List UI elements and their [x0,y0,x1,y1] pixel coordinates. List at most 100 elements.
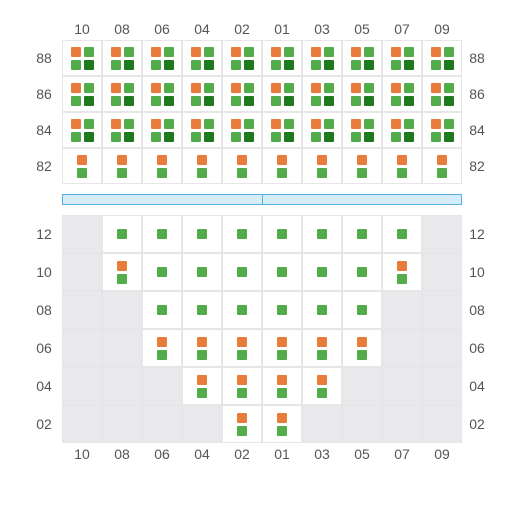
seat-cell[interactable] [302,148,342,184]
seat-cell[interactable] [342,329,382,367]
seat-cell[interactable] [342,76,382,112]
seat-cell[interactable] [102,215,142,253]
seat-cell[interactable] [182,148,222,184]
seat-cell[interactable] [182,367,222,405]
seat-cell[interactable] [342,253,382,291]
seat-cell[interactable] [302,40,342,76]
seat-cell-inactive[interactable] [62,367,102,405]
seat-cell-inactive[interactable] [62,215,102,253]
seat-cell[interactable] [222,367,262,405]
seat-cell[interactable] [222,148,262,184]
seat-cell[interactable] [222,405,262,443]
seat-cell[interactable] [102,40,142,76]
seat-cell[interactable] [182,76,222,112]
seat-cell[interactable] [182,253,222,291]
seat-cell[interactable] [182,215,222,253]
seat-cell[interactable] [222,215,262,253]
seat-cell[interactable] [262,329,302,367]
seat-cell-inactive[interactable] [142,405,182,443]
seat-cell[interactable] [102,148,142,184]
seat-cell[interactable] [422,112,462,148]
seat-cell[interactable] [382,253,422,291]
seat-cell-inactive[interactable] [62,291,102,329]
seat-cell-inactive[interactable] [382,291,422,329]
seat-cell[interactable] [222,253,262,291]
seat-cell-inactive[interactable] [382,329,422,367]
seat-cell[interactable] [222,112,262,148]
seat-cell[interactable] [142,40,182,76]
seat-cell-inactive[interactable] [102,367,142,405]
seat-cell[interactable] [422,148,462,184]
seat-cell[interactable] [262,215,302,253]
seat-cell[interactable] [342,148,382,184]
seat-cell-inactive[interactable] [422,253,462,291]
seat-cell[interactable] [382,215,422,253]
seat-cell[interactable] [182,112,222,148]
seat-cell[interactable] [262,112,302,148]
seat-cell[interactable] [262,253,302,291]
seat-cell[interactable] [302,329,342,367]
seat-cell[interactable] [302,112,342,148]
seat-cell[interactable] [262,405,302,443]
seat-cell[interactable] [182,40,222,76]
seat-cell[interactable] [382,76,422,112]
seat-cell[interactable] [142,215,182,253]
seat-cell[interactable] [262,148,302,184]
seat-cell-inactive[interactable] [342,405,382,443]
seat-cell[interactable] [382,112,422,148]
seat-cell-inactive[interactable] [422,367,462,405]
seat-cell-inactive[interactable] [102,291,142,329]
seat-cell-inactive[interactable] [422,329,462,367]
seat-cell[interactable] [62,40,102,76]
seat-cell[interactable] [222,291,262,329]
seat-cell[interactable] [342,291,382,329]
seat-cell[interactable] [222,76,262,112]
seat-cell[interactable] [62,76,102,112]
seat-cell-inactive[interactable] [182,405,222,443]
seat-cell[interactable] [342,215,382,253]
seat-cell[interactable] [182,291,222,329]
seat-cell[interactable] [142,291,182,329]
seat-cell[interactable] [422,40,462,76]
seat-cell[interactable] [62,148,102,184]
seat-cell[interactable] [302,367,342,405]
seat-cell[interactable] [102,112,142,148]
seat-cell[interactable] [422,76,462,112]
seat-cell-inactive[interactable] [142,367,182,405]
seat-cell[interactable] [262,367,302,405]
seat-cell[interactable] [302,215,342,253]
seat-cell-inactive[interactable] [62,405,102,443]
seat-cell-inactive[interactable] [102,329,142,367]
seat-cell-inactive[interactable] [422,291,462,329]
seat-cell[interactable] [142,148,182,184]
seat-cell[interactable] [342,40,382,76]
seat-cell[interactable] [142,76,182,112]
seat-cell[interactable] [142,329,182,367]
seat-cell[interactable] [382,40,422,76]
seat-cell[interactable] [342,112,382,148]
seat-cell[interactable] [142,253,182,291]
seat-cell-inactive[interactable] [62,253,102,291]
seat-cell[interactable] [222,40,262,76]
seat-cell[interactable] [302,76,342,112]
seat-cell-inactive[interactable] [102,405,142,443]
seat-cell-inactive[interactable] [342,367,382,405]
seat-cell[interactable] [302,253,342,291]
seat-cell[interactable] [262,76,302,112]
seat-cell[interactable] [142,112,182,148]
seat-cell[interactable] [262,291,302,329]
seat-cell[interactable] [102,76,142,112]
seat-cell-inactive[interactable] [382,405,422,443]
seat-cell-inactive[interactable] [422,215,462,253]
seat-cell[interactable] [182,329,222,367]
seat-cell[interactable] [262,40,302,76]
seat-cell-inactive[interactable] [302,405,342,443]
seat-cell-inactive[interactable] [62,329,102,367]
seat-cell[interactable] [102,253,142,291]
seat-cell-inactive[interactable] [422,405,462,443]
seat-cell[interactable] [222,329,262,367]
seat-cell[interactable] [62,112,102,148]
seat-cell[interactable] [382,148,422,184]
seat-cell[interactable] [302,291,342,329]
seat-cell-inactive[interactable] [382,367,422,405]
